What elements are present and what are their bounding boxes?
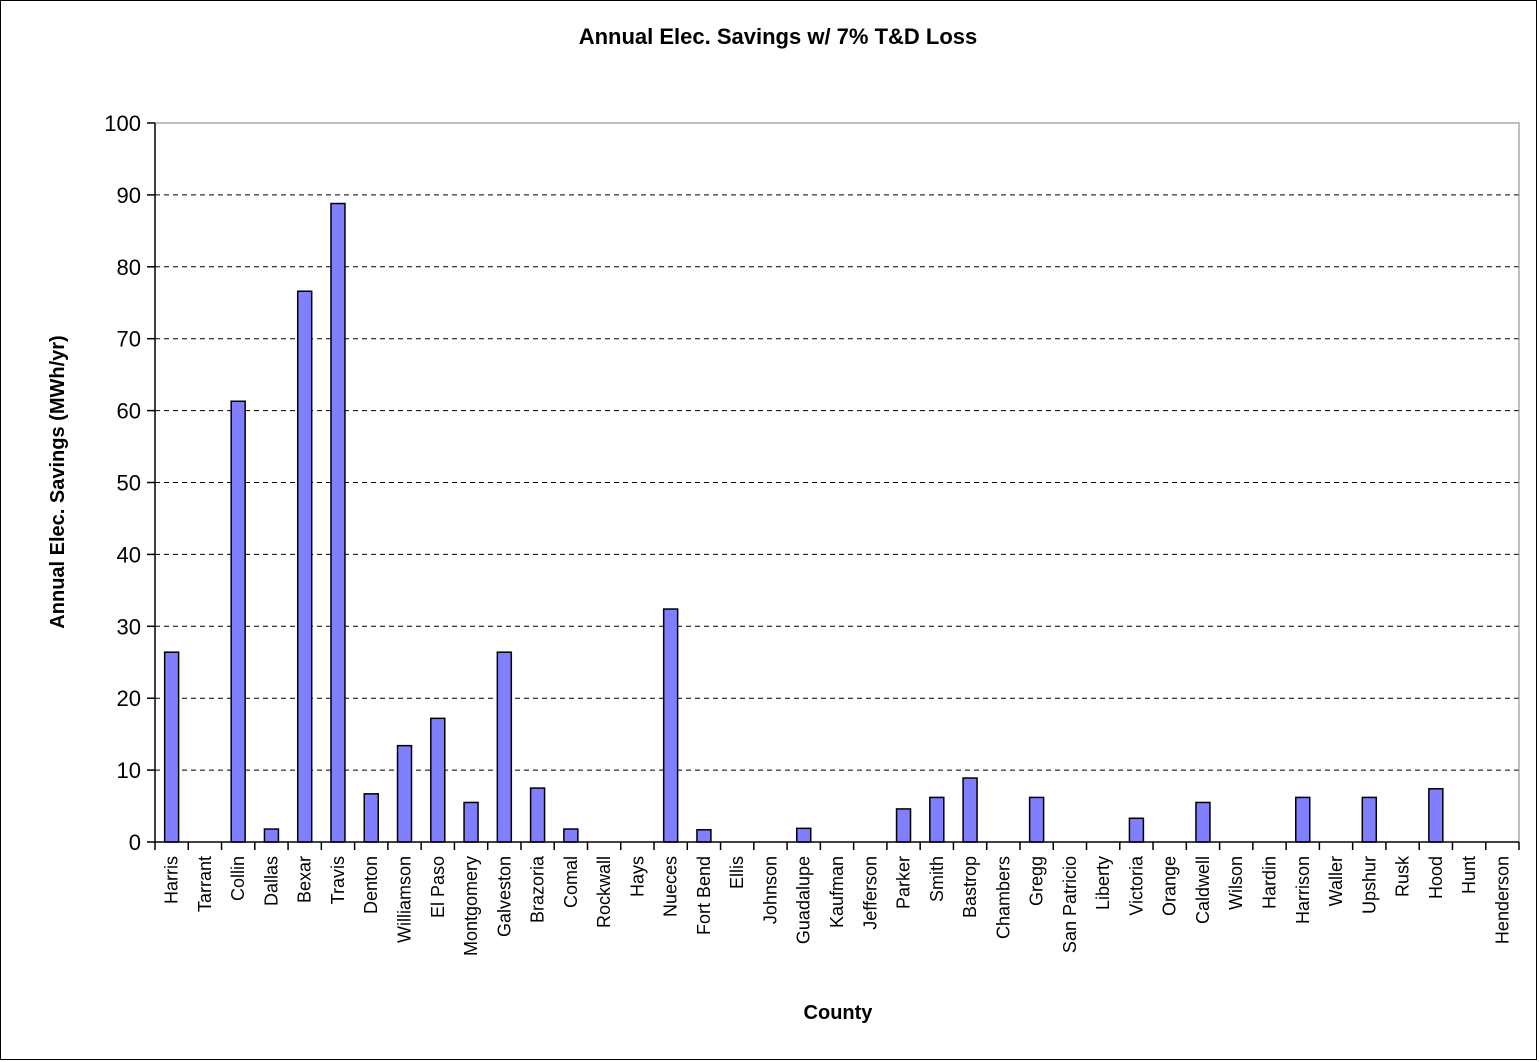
x-tick-label: Denton (361, 856, 381, 914)
bars (163, 202, 1444, 843)
x-tick-label: Johnson (760, 856, 780, 924)
x-tick-label: Henderson (1492, 856, 1512, 944)
bar-smith (929, 796, 945, 843)
x-tick-label: Rusk (1393, 855, 1413, 897)
bar-victoria (1128, 817, 1145, 843)
bar-travis (330, 202, 346, 843)
x-tick-label: Collin (228, 856, 248, 901)
bar-bastrop (962, 777, 978, 843)
x-tick-label: Brazoria (528, 855, 548, 923)
x-tick-label: Guadalupe (794, 856, 814, 944)
x-tick-label: Travis (328, 856, 348, 904)
bar-brazoria (529, 787, 546, 843)
y-tick-label: 0 (129, 830, 141, 855)
bar-dallas (263, 828, 280, 843)
x-axis: Harris Tarrant Collin Dallas Bexar Travis Dent… (154, 841, 1520, 956)
x-tick-label: Bexar (295, 856, 315, 903)
bar-galveston (496, 651, 513, 843)
x-tick-label: San Patricio (1060, 856, 1080, 953)
x-tick-label: Wilson (1226, 856, 1246, 910)
bar-hood (1428, 788, 1444, 843)
x-tick-label: Tarrant (195, 856, 215, 912)
x-tick-label: Rockwall (594, 856, 614, 928)
y-tick-label: 50 (117, 471, 141, 496)
x-tick-label: Harris (162, 856, 182, 904)
x-tick-label: Liberty (1093, 856, 1113, 910)
x-tick-label: Upshur (1359, 856, 1379, 914)
bar-denton (363, 793, 379, 843)
y-tick-label: 40 (117, 542, 141, 567)
bar-montgomery (463, 801, 479, 843)
x-tick-label: Williamson (395, 856, 415, 943)
bar-caldwell (1195, 801, 1211, 843)
x-tick-label: Dallas (261, 856, 281, 906)
bar-gregg (1028, 796, 1045, 843)
bar-collin (230, 400, 246, 843)
x-tick-label: Harrison (1293, 856, 1313, 924)
bar-williamson (396, 744, 413, 843)
x-tick-label: Comal (561, 856, 581, 908)
y-tick-label: 30 (117, 614, 141, 639)
bar-upshur (1361, 796, 1378, 843)
x-tick-label: Kaufman (827, 856, 847, 928)
y-axis: 0 10 20 30 40 50 60 70 80 90 100 (104, 111, 156, 855)
x-tick-label: Chambers (993, 856, 1013, 939)
bar-nueces (662, 608, 679, 843)
x-tick-label: Gregg (1027, 856, 1047, 906)
bar-guadalupe (795, 827, 812, 843)
x-tick-label: El Paso (428, 856, 448, 918)
bar-fort-bend (696, 829, 712, 843)
x-tick-label: Fort Bend (694, 856, 714, 935)
y-tick-label: 10 (117, 758, 141, 783)
chart-title: Annual Elec. Savings w/ 7% T&D Loss (579, 24, 978, 49)
x-tick-label: Smith (927, 856, 947, 902)
bar-parker (895, 808, 912, 843)
y-tick-label: 60 (117, 399, 141, 424)
x-tick-label: Nueces (661, 856, 681, 917)
x-tick-label: Bastrop (960, 856, 980, 918)
y-tick-label: 100 (104, 111, 141, 136)
x-tick-label: Montgomery (461, 856, 481, 956)
x-tick-label: Caldwell (1193, 856, 1213, 924)
x-axis-title: County (804, 1002, 874, 1024)
plot-area: 0 10 20 30 40 50 60 70 80 90 100 Harris Tarrant Coll… (104, 111, 1520, 956)
y-tick-label: 70 (117, 327, 141, 352)
bar-harrison (1295, 796, 1311, 843)
y-axis-title: Annual Elec. Savings (MWh/yr) (47, 335, 69, 628)
x-tick-label: Hardin (1259, 856, 1279, 909)
x-tick-label: Jefferson (860, 856, 880, 930)
x-tick-label: Hood (1426, 856, 1446, 899)
x-tick-label: Galveston (494, 856, 514, 937)
y-tick-label: 90 (117, 183, 141, 208)
y-tick-label: 80 (117, 255, 141, 280)
x-tick-label: Ellis (727, 856, 747, 889)
x-tick-label: Waller (1326, 856, 1346, 906)
x-tick-label: Victoria (1126, 855, 1146, 916)
x-tick-label: Parker (894, 856, 914, 909)
bar-harris (163, 651, 180, 843)
y-tick-label: 20 (117, 686, 141, 711)
bar-el-paso (430, 717, 446, 843)
bar-comal (563, 828, 579, 843)
x-tick-label: Hays (627, 856, 647, 897)
x-tick-label: Hunt (1459, 856, 1479, 894)
x-tick-label: Orange (1160, 856, 1180, 916)
plot-background (155, 123, 1519, 842)
bar-bexar (296, 290, 313, 843)
